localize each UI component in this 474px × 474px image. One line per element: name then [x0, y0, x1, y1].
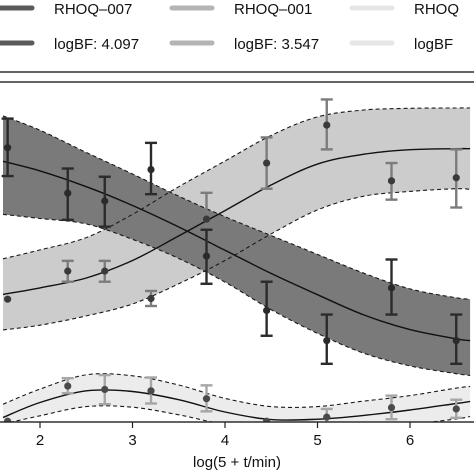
data-point-series-0-point-2: [101, 197, 109, 205]
data-point-series-0-point-4: [202, 252, 211, 260]
data-point-series-1-point-2: [101, 267, 109, 275]
legend-label-2: RHOQ: [414, 1, 459, 18]
legend-background: [0, 0, 474, 73]
x-tick-label-3: 5: [313, 432, 321, 449]
plot-area: [1, 98, 471, 422]
data-point-series-2-point-7: [387, 403, 396, 412]
legend-logbf-0: logBF: 4.097: [54, 36, 139, 53]
data-point-series-2-point-5: [263, 417, 271, 422]
data-point-series-0-point-5: [263, 306, 271, 315]
data-point-series-2-point-1: [64, 382, 72, 390]
ci-lower-series-0: [2, 213, 471, 376]
data-point-series-1-point-0: [4, 295, 12, 303]
legend-label-0: RHOQ–007: [54, 1, 132, 18]
legend-label-1: RHOQ–001: [234, 1, 312, 18]
data-point-series-1-point-8: [452, 174, 460, 182]
data-point-series-0-point-7: [387, 284, 396, 292]
ci-band-series-2: [3, 373, 471, 422]
data-point-series-1-point-1: [64, 267, 72, 275]
data-point-series-2-point-6: [323, 413, 331, 421]
x-tick-label-2: 4: [221, 432, 229, 449]
plot-frame: [0, 81, 474, 423]
ci-lower-series-1: [2, 188, 471, 331]
data-point-series-2-point-0: [4, 417, 12, 422]
legend-logbf-2: logBF: [414, 36, 453, 53]
fit-line-series-0: [2, 160, 471, 342]
x-axis-label: log(5 + t/min): [193, 454, 281, 471]
ci-upper-series-1: [2, 107, 471, 260]
data-point-series-1-point-3: [147, 294, 155, 303]
data-point-series-1-point-6: [323, 121, 331, 129]
ci-upper-series-0: [2, 115, 471, 300]
fit-line-series-1: [2, 147, 471, 296]
ci-band-series-1: [3, 107, 471, 330]
data-point-series-0-point-6: [323, 336, 331, 345]
data-point-series-2-point-3: [147, 387, 155, 395]
data-point-series-2-point-2: [101, 385, 109, 394]
data-point-series-1-point-5: [263, 159, 271, 167]
data-point-series-0-point-0: [4, 144, 12, 152]
data-point-series-0-point-8: [452, 336, 460, 345]
legend: RHOQ–007 logBF: 4.097 RHOQ–001 logBF: 3.547…: [0, 0, 474, 73]
x-tick-label-4: 6: [406, 432, 414, 449]
data-point-series-2-point-4: [202, 395, 211, 403]
x-axis: 2 3 4 5 6: [36, 422, 414, 449]
legend-logbf-1: logBF: 3.547: [234, 36, 319, 53]
data-point-series-0-point-1: [64, 189, 72, 197]
data-point-series-2-point-8: [452, 405, 460, 413]
data-point-series-0-point-3: [147, 165, 155, 174]
data-point-series-1-point-4: [202, 215, 211, 223]
ci-upper-series-2: [2, 373, 471, 408]
x-tick-label-1: 3: [128, 432, 136, 449]
x-tick-label-0: 2: [36, 432, 44, 449]
data-point-series-1-point-7: [387, 177, 396, 185]
fit-line-series-2: [2, 389, 471, 421]
